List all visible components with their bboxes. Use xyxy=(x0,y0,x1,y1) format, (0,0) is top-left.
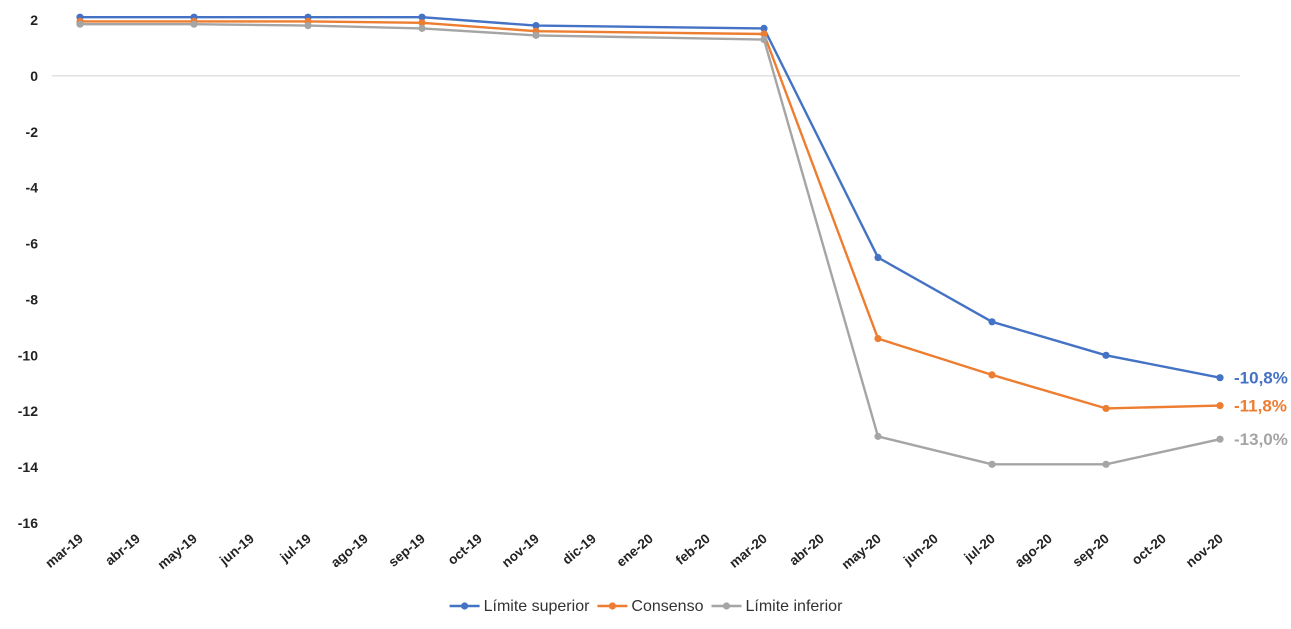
data-point xyxy=(874,334,882,343)
legend: Límite superior Consenso Límite inferior xyxy=(449,598,843,615)
data-point xyxy=(76,20,84,28)
x-tick-label: sep-19 xyxy=(386,531,428,570)
legend-swatch-marker xyxy=(608,602,617,610)
legend-item: Límite superior xyxy=(449,598,590,615)
data-point xyxy=(760,30,768,38)
y-tick-label: -12 xyxy=(18,403,38,419)
series-group xyxy=(76,13,1224,468)
data-point xyxy=(190,20,198,28)
x-tick-label: abr-19 xyxy=(102,531,143,569)
data-point xyxy=(1216,435,1224,443)
y-tick-label: -14 xyxy=(18,459,38,475)
x-tick-label: may-20 xyxy=(839,531,884,572)
end-labels: -10,8% -11,8% -13,0% xyxy=(1234,369,1288,449)
x-tick-label: feb-20 xyxy=(673,531,713,568)
x-tick-label: ago-19 xyxy=(328,531,371,570)
series-line xyxy=(78,20,1222,410)
series-1 xyxy=(76,17,1224,413)
data-point xyxy=(1102,460,1110,468)
x-tick-label: sep-20 xyxy=(1070,531,1112,570)
x-tick-label: jul-19 xyxy=(277,531,314,566)
y-tick-label: -8 xyxy=(26,291,39,307)
series-line xyxy=(78,23,1222,466)
y-tick-label: 0 xyxy=(30,68,38,84)
legend-item: Límite inferior xyxy=(711,598,843,615)
y-tick-label: -16 xyxy=(18,515,38,531)
end-value-label: -10,8% xyxy=(1234,369,1288,388)
x-tick-label: oct-20 xyxy=(1129,531,1169,568)
x-tick-label: abr-20 xyxy=(786,531,827,569)
data-point xyxy=(760,35,768,44)
y-tick-label: -4 xyxy=(26,180,39,196)
legend-swatch-marker xyxy=(722,602,731,610)
x-tick-label: ago-20 xyxy=(1012,531,1055,570)
x-tick-label: nov-19 xyxy=(499,531,542,570)
series-0 xyxy=(76,13,1224,382)
legend-item: Consenso xyxy=(597,598,704,615)
data-point xyxy=(988,371,996,379)
x-tick-label: mar-19 xyxy=(42,531,86,571)
data-point xyxy=(988,318,996,326)
data-point xyxy=(988,460,996,468)
data-point xyxy=(760,24,768,32)
data-point xyxy=(1102,351,1110,359)
data-point xyxy=(418,19,426,27)
legend-swatch-marker xyxy=(461,602,469,610)
legend-label: Límite superior xyxy=(484,598,590,615)
x-tick-label: nov-20 xyxy=(1183,531,1226,570)
y-tick-label: -10 xyxy=(18,347,38,363)
data-point xyxy=(418,13,426,21)
data-point xyxy=(1216,374,1224,382)
legend-label: Límite inferior xyxy=(745,598,843,615)
data-point xyxy=(874,432,882,440)
x-tick-label: jun-19 xyxy=(216,531,257,569)
end-value-label: -13,0% xyxy=(1234,430,1288,449)
series-line xyxy=(78,16,1222,379)
x-tick-label: dic-19 xyxy=(559,531,599,568)
data-point xyxy=(532,31,540,39)
data-point xyxy=(874,253,882,262)
data-point xyxy=(304,21,312,30)
end-value-label: -11,8% xyxy=(1234,397,1287,416)
data-point xyxy=(418,24,426,32)
y-axis-ticks: 2 0 -2 -4 -6 -8 -10 -12 -14 -16 xyxy=(18,12,38,531)
x-tick-label: jun-20 xyxy=(900,531,941,569)
data-point xyxy=(1216,402,1224,410)
y-tick-label: 2 xyxy=(30,12,38,28)
legend-label: Consenso xyxy=(631,598,703,615)
x-tick-label: oct-19 xyxy=(445,531,485,568)
data-point xyxy=(1102,404,1110,413)
series-2 xyxy=(76,20,1224,468)
x-tick-label: mar-20 xyxy=(726,531,770,571)
x-axis-ticks: mar-19 abr-19 may-19 jun-19 jul-19 ago-19 sep-… xyxy=(42,531,1226,572)
x-tick-label: may-19 xyxy=(155,531,200,572)
y-tick-label: -2 xyxy=(26,124,39,140)
data-point xyxy=(532,21,540,30)
x-tick-label: jul-20 xyxy=(961,531,998,566)
x-tick-label: ene-20 xyxy=(614,531,656,570)
y-tick-label: -6 xyxy=(26,236,39,252)
